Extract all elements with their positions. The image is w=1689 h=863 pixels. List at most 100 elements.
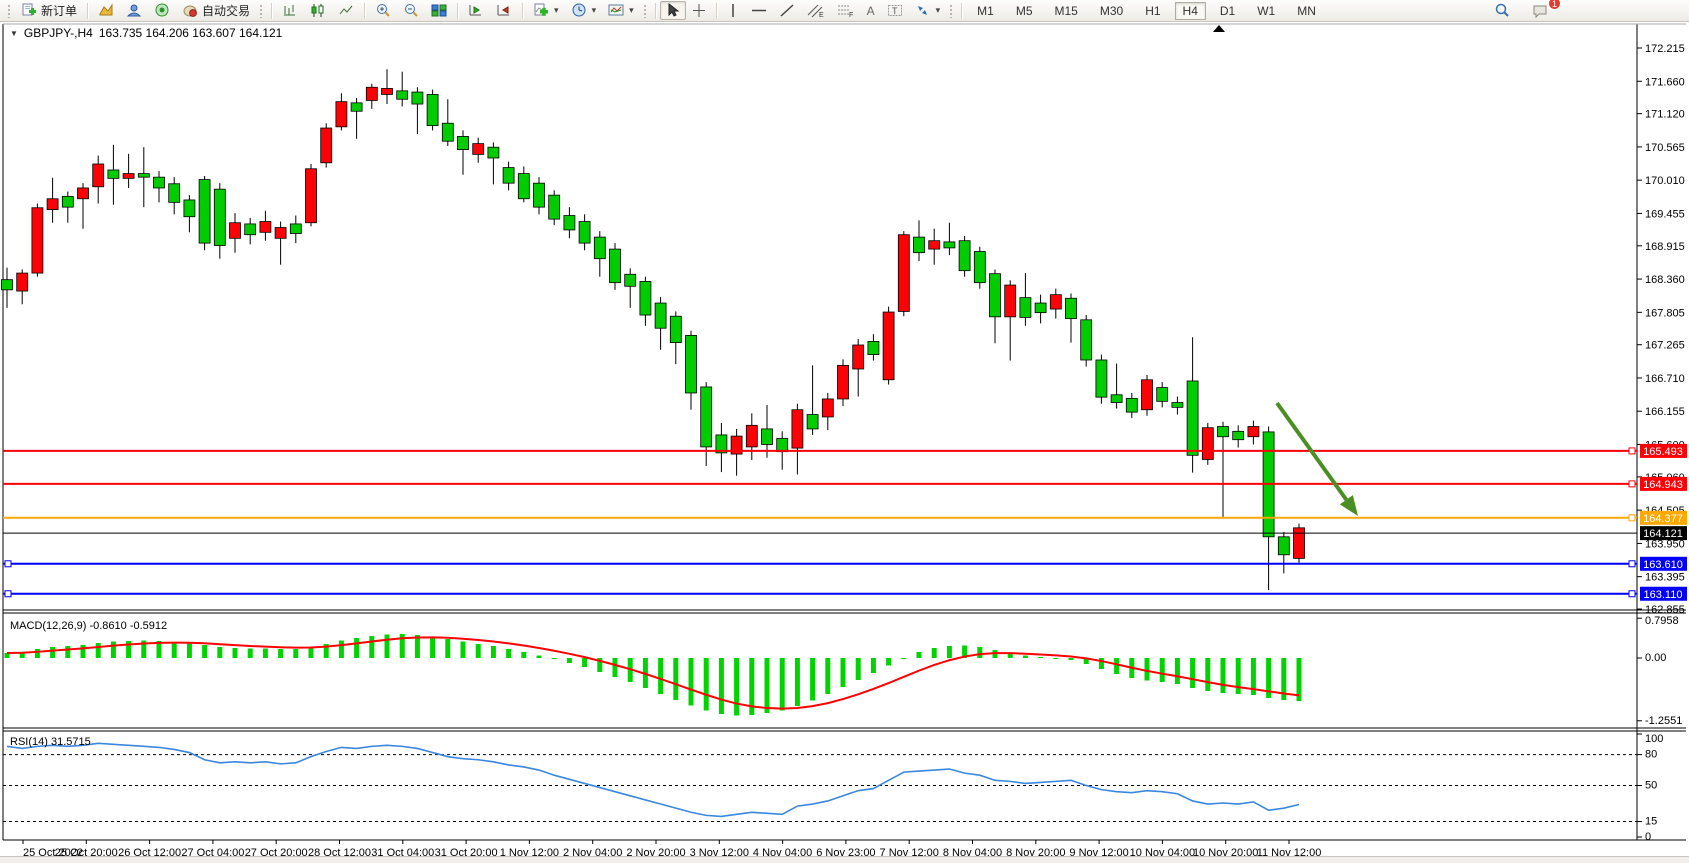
svg-text:50: 50 [1645,780,1657,792]
macd-histogram [4,634,1302,716]
new-chart-button[interactable] [92,1,120,20]
channel-tool[interactable]: E [801,1,831,20]
templates-caret: ▾ [629,5,634,15]
symbol-dropdown-icon[interactable]: ▼ [10,28,18,38]
svg-text:167.805: 167.805 [1645,307,1685,319]
cursor-tool-button[interactable] [659,1,686,20]
svg-text:0.00: 0.00 [1645,652,1666,664]
hline-handle[interactable] [4,560,12,568]
trend-arrow[interactable] [1275,401,1348,501]
hline-handle[interactable] [1628,560,1636,568]
svg-text:162.855: 162.855 [1645,604,1685,616]
templates-button[interactable]: ▾ [602,1,640,20]
periods-caret: ▾ [591,5,597,15]
text-label-icon: T [887,5,902,16]
price-badge [1640,510,1687,525]
arrows-tool[interactable]: ▾ [909,1,947,20]
chart-shift-marker[interactable] [1213,25,1225,32]
svg-text:168.360: 168.360 [1645,274,1685,286]
svg-text:T: T [892,6,898,16]
new-order-button[interactable]: 新订单 [15,1,83,20]
profiles-icon [126,3,142,18]
svg-text:172.215: 172.215 [1645,43,1685,55]
zoom-in-icon [377,4,390,17]
tile-windows-button[interactable] [425,1,453,20]
svg-text:171.120: 171.120 [1645,109,1685,121]
signals-button[interactable] [148,1,176,20]
autotrading-button[interactable]: 自动交易 [176,1,256,20]
macd-axis: 0.7958 0.00 -1.2551 [1637,615,1682,727]
tf-button-h1[interactable]: H1 [1145,3,1161,18]
horizontal-line-tool[interactable] [745,1,773,20]
tf-button-m15[interactable]: M15 [1054,3,1078,18]
main-toolbar: 新订单 自动交易 ▾ ▾ ▾ E F A T ▾ M1 M5 M15 M30 H… [0,0,1689,22]
svg-text:100: 100 [1645,733,1663,745]
svg-text:163.950: 163.950 [1645,538,1685,550]
chart-canvas[interactable]: 172.215 171.660 171.120 170.565 170.010 169.4… [0,22,1689,863]
indicators-icon [534,3,549,16]
indicators-button[interactable]: ▾ [527,1,565,20]
svg-text:166.710: 166.710 [1645,373,1685,385]
text-tool[interactable]: A [861,1,881,20]
tf-button-m30[interactable]: M30 [1099,3,1124,18]
text-tool-icon: A [866,3,875,18]
crosshair-tool-button[interactable] [686,1,712,20]
bar-chart-mode-button[interactable] [276,1,304,20]
chart-shift-button[interactable] [490,1,518,20]
vertical-line-tool[interactable] [721,1,745,20]
svg-text:0.7958: 0.7958 [1645,615,1679,627]
cursor-icon [668,3,680,17]
chart-window[interactable]: 172.215 171.660 171.120 170.565 170.010 169.4… [0,22,1689,863]
notification-badge: 1 [1548,0,1561,10]
chat-bubble-icon [1533,5,1547,18]
indicators-caret: ▾ [554,5,559,15]
trendline-icon [780,4,794,17]
tf-button-w1[interactable]: W1 [1257,3,1276,18]
rsi-line [6,742,1300,818]
arrows-tool-icon [917,6,927,15]
hline-handle[interactable] [4,590,12,598]
hline-handle[interactable] [1628,590,1636,598]
line-chart-mode-button[interactable] [332,1,360,20]
tile-windows-icon [431,4,447,17]
tf-button-d1[interactable]: D1 [1219,3,1236,18]
notifications-button[interactable]: 1 [1526,0,1561,20]
candlestick-mode-button[interactable] [304,1,332,20]
periods-button[interactable]: ▾ [565,1,603,20]
status-strip [0,856,1689,863]
search-button[interactable] [1488,1,1516,20]
auto-scroll-button[interactable] [462,1,490,20]
zoom-out-icon [405,4,418,17]
profiles-button[interactable] [120,1,148,20]
tf-button-m5[interactable]: M5 [1015,3,1033,18]
svg-text:164.943: 164.943 [1643,479,1683,491]
fibonacci-tool[interactable]: F [831,1,861,20]
hline-handle[interactable] [1628,480,1636,488]
zoom-in-button[interactable] [369,1,397,20]
text-label-tool[interactable]: T [881,1,909,20]
svg-text:170.010: 170.010 [1645,175,1685,187]
svg-text:168.915: 168.915 [1645,241,1685,253]
tf-button-mn[interactable]: MN [1297,3,1316,18]
svg-text:170.565: 170.565 [1645,142,1685,154]
templates-icon [608,4,624,16]
price-badge [1640,443,1687,458]
svg-text:165.493: 165.493 [1643,446,1683,458]
autotrading-icon [182,3,198,18]
symbol-title: ▼ GBPJPY-,H4 163.735 164.206 163.607 164… [10,26,282,40]
signals-icon [154,3,170,18]
bar-chart-icon [284,5,296,16]
hline-handle[interactable] [1628,514,1636,522]
hline-handle[interactable] [1628,447,1636,455]
vertical-line-icon [731,4,734,17]
candles [1,69,1305,591]
new-chart-icon [98,3,114,18]
zoom-out-button[interactable] [397,1,425,20]
trendline-tool[interactable] [773,1,801,20]
toolbar-grip[interactable] [7,3,12,18]
candlestick-icon [311,4,324,17]
trend-arrow-head[interactable] [1339,495,1358,516]
tf-button-m1[interactable]: M1 [977,3,994,18]
tf-button-h4[interactable]: H4 [1174,1,1206,20]
svg-text:167.265: 167.265 [1645,340,1685,352]
